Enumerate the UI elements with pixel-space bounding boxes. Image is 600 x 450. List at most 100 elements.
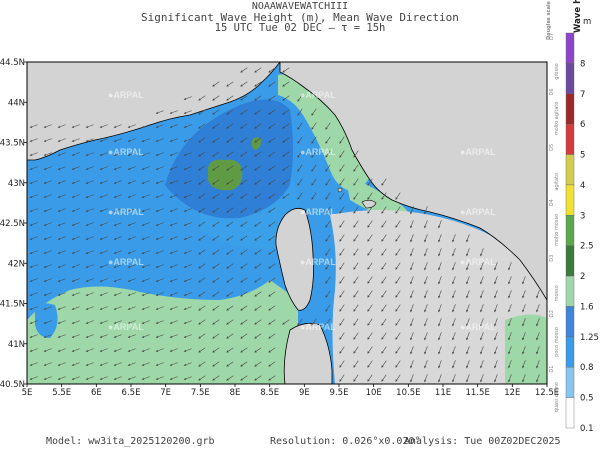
direction-arrow [254, 207, 262, 213]
direction-arrow [141, 222, 150, 226]
direction-arrow [226, 221, 234, 227]
sea-zone-tuscany-green [278, 73, 380, 191]
direction-arrow [367, 318, 373, 326]
direction-arrow [240, 249, 248, 255]
direction-arrow [438, 318, 442, 327]
direction-arrow [424, 374, 428, 383]
direction-arrow [141, 166, 150, 170]
direction-arrow [395, 332, 401, 340]
direction-arrow [353, 178, 359, 186]
direction-arrow [268, 151, 276, 157]
douglas-desc: grosso [554, 63, 560, 79]
direction-arrow [480, 248, 484, 257]
direction-arrow [29, 180, 38, 184]
direction-arrow [99, 194, 108, 198]
direction-arrow [127, 348, 136, 352]
direction-arrow [113, 348, 122, 352]
direction-arrow [99, 250, 108, 254]
direction-arrow [198, 235, 206, 241]
direction-arrow [99, 236, 108, 240]
direction-arrow [212, 109, 220, 115]
direction-arrow [43, 362, 52, 366]
direction-arrow [268, 179, 276, 185]
direction-arrow [339, 206, 345, 214]
direction-arrow [43, 124, 52, 128]
direction-arrow [452, 346, 456, 355]
douglas-level: D2 [549, 310, 555, 317]
direction-arrow [169, 194, 178, 198]
colorbar-swatch [565, 123, 575, 155]
direction-arrow [43, 194, 52, 198]
direction-arrow [85, 278, 94, 282]
direction-arrow [29, 376, 38, 380]
direction-arrow [141, 194, 150, 198]
y-tick-label: 40.5N [0, 380, 25, 390]
direction-arrow [43, 208, 52, 212]
direction-arrow [410, 262, 414, 271]
watermark: ●ARPAL [300, 322, 336, 332]
direction-arrow [268, 333, 276, 339]
direction-arrow [169, 292, 178, 296]
direction-arrow [155, 348, 164, 352]
douglas-level: D1 [549, 366, 555, 373]
direction-arrow [57, 334, 66, 338]
direction-arrow [29, 124, 38, 128]
direction-arrow [339, 220, 345, 228]
direction-arrow [268, 277, 276, 283]
direction-arrow [183, 292, 192, 296]
direction-arrow [85, 334, 94, 338]
direction-arrow [438, 234, 442, 243]
direction-arrow [268, 235, 276, 241]
direction-arrow [339, 262, 345, 270]
direction-arrow [226, 179, 234, 185]
direction-arrow [183, 376, 192, 380]
direction-arrow [29, 292, 38, 296]
x-tick-label: 7E [160, 388, 171, 398]
direction-arrow [381, 220, 387, 228]
direction-arrow [155, 278, 164, 282]
direction-arrow [99, 152, 108, 156]
direction-arrow [339, 374, 345, 382]
direction-arrow [480, 374, 484, 383]
direction-arrow [85, 208, 94, 212]
direction-arrow [29, 306, 38, 310]
direction-arrow [212, 207, 220, 213]
direction-arrow [494, 374, 498, 383]
direction-arrow [85, 166, 94, 170]
direction-arrow [226, 347, 234, 353]
direction-arrow [29, 320, 38, 324]
douglas-level: D6 [549, 88, 555, 95]
direction-arrow [99, 334, 108, 338]
direction-arrow [381, 374, 387, 382]
direction-arrow [99, 278, 108, 282]
direction-arrow [410, 360, 414, 369]
direction-arrow [325, 318, 331, 326]
direction-arrow [367, 332, 373, 340]
direction-arrow [85, 138, 94, 142]
direction-arrow [508, 318, 512, 327]
direction-arrow [71, 236, 80, 240]
direction-arrow [325, 150, 331, 158]
direction-arrow [438, 304, 442, 313]
direction-arrow [438, 346, 442, 355]
direction-arrow [141, 152, 150, 156]
direction-arrow [226, 137, 234, 143]
direction-arrow [71, 180, 80, 184]
direction-arrow [367, 206, 373, 214]
direction-arrow [113, 152, 122, 156]
colorbar-level: 2.5 [580, 242, 594, 252]
direction-arrow [71, 166, 80, 170]
douglas-desc: mosso [554, 285, 560, 301]
direction-arrow [325, 276, 331, 284]
direction-arrow [155, 320, 164, 324]
watermark: ●ARPAL [300, 90, 336, 100]
direction-arrow [127, 250, 136, 254]
douglas-desc: molto mosso [554, 214, 560, 246]
direction-arrow [240, 123, 248, 129]
direction-arrow [381, 206, 387, 214]
direction-arrow [311, 122, 317, 130]
direction-arrow [494, 318, 498, 327]
direction-arrow [395, 234, 401, 242]
direction-arrow [395, 206, 401, 214]
direction-arrow [57, 264, 66, 268]
